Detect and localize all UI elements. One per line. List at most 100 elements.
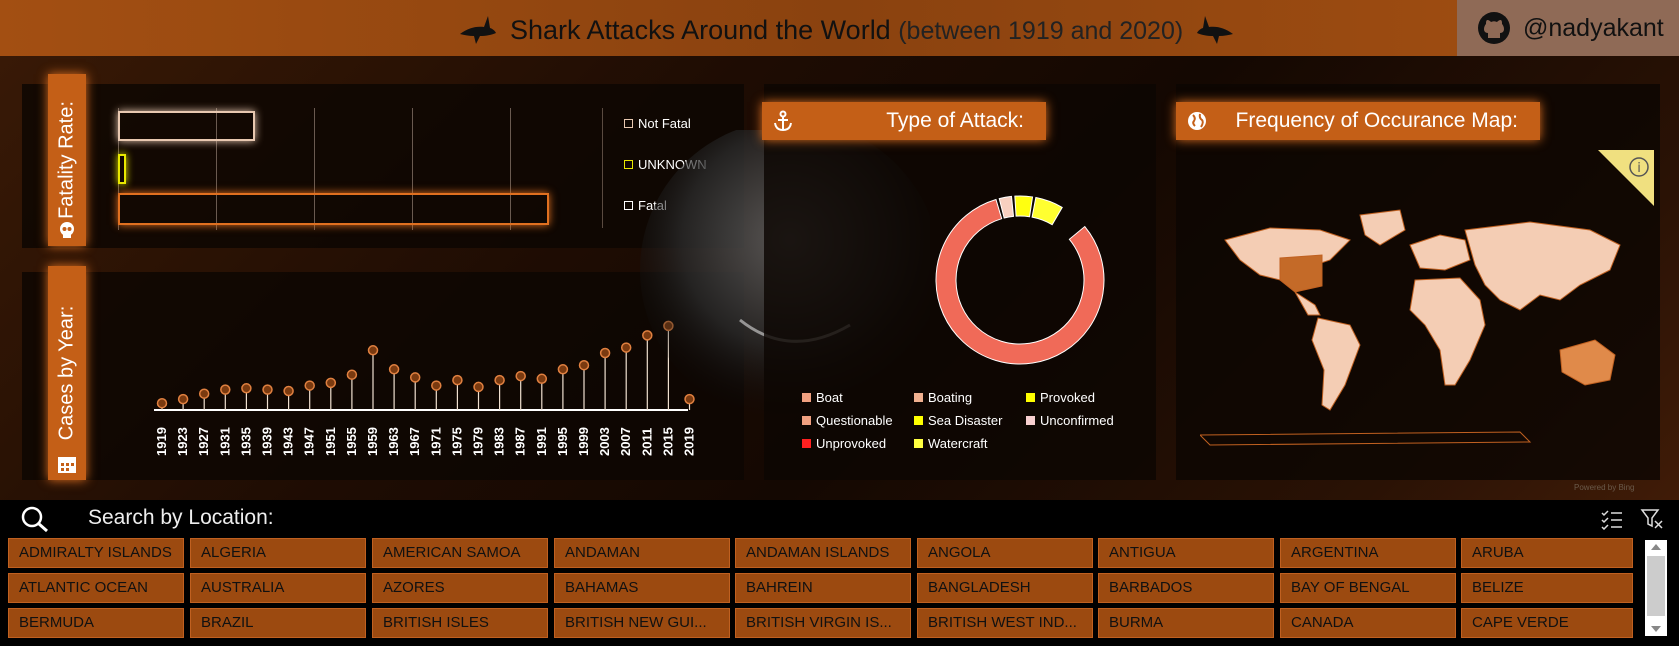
cases-point[interactable] [515, 370, 526, 382]
map-asia [1464, 221, 1621, 311]
location-tile[interactable]: BRAZIL [190, 608, 366, 638]
attack-legend-item[interactable]: Boating [914, 390, 972, 405]
location-tile[interactable]: CANADA [1280, 608, 1456, 638]
cases-tick-label: 1991 [534, 427, 549, 456]
github-link[interactable]: @nadyakant [1457, 0, 1679, 56]
cases-point[interactable] [620, 342, 632, 353]
cases-tick-label: 2015 [660, 427, 675, 456]
cases-point[interactable] [283, 385, 294, 397]
location-tile[interactable]: ANDAMAN ISLANDS [735, 538, 911, 568]
location-tile[interactable]: CAPE VERDE [1461, 608, 1633, 638]
location-tile[interactable]: BELIZE [1461, 573, 1633, 603]
location-tile[interactable]: ARUBA [1461, 538, 1633, 568]
location-tile[interactable]: ALGERIA [190, 538, 366, 568]
cases-point[interactable] [367, 345, 379, 356]
cases-point[interactable] [578, 359, 590, 371]
attack-legend-item[interactable]: Questionable [802, 413, 893, 428]
location-tile[interactable]: BRITISH VIRGIN IS... [735, 608, 911, 638]
cases-tick-label: 1943 [281, 427, 296, 456]
attack-legend-item[interactable]: Boat [802, 390, 843, 405]
attack-legend-item[interactable]: Sea Disaster [914, 413, 1002, 428]
cases-point[interactable] [262, 384, 273, 395]
cases-point[interactable] [431, 380, 442, 391]
cases-point[interactable] [452, 374, 463, 386]
attack-legend-item[interactable]: Unprovoked [802, 436, 886, 451]
location-tile[interactable]: BRITISH WEST IND... [917, 608, 1093, 638]
cases-point[interactable] [177, 393, 189, 405]
location-tile[interactable]: AUSTRALIA [190, 573, 366, 603]
location-tile[interactable]: ANTIGUA [1098, 538, 1274, 568]
location-tile[interactable]: BAHREIN [735, 573, 911, 603]
clear-filter-icon[interactable] [1640, 508, 1664, 530]
cases-point[interactable] [220, 384, 231, 395]
location-tile[interactable]: ADMIRALTY ISLANDS [8, 538, 184, 568]
scroll-down-icon[interactable] [1651, 626, 1661, 632]
legend-swatch [1026, 416, 1035, 425]
scroll-up-icon[interactable] [1651, 544, 1661, 550]
cases-point[interactable] [304, 380, 315, 391]
attack-legend-item[interactable]: Unconfirmed [1026, 413, 1114, 428]
cases-point[interactable] [536, 373, 548, 385]
header-bar: Shark Attacks Around the World (between … [0, 0, 1679, 56]
cases-point[interactable] [494, 374, 505, 386]
cases-point[interactable] [684, 393, 695, 405]
location-tile[interactable]: BAHAMAS [554, 573, 730, 603]
scroll-thumb[interactable] [1647, 556, 1665, 616]
cases-tick-label: 1931 [217, 427, 232, 456]
fatality-bar-unknown[interactable] [118, 154, 126, 184]
map-antarctica [1200, 431, 1532, 446]
location-tile[interactable]: ANDAMAN [554, 538, 730, 568]
calendar-icon [58, 457, 76, 473]
location-tile[interactable]: ARGENTINA [1280, 538, 1456, 568]
multi-select-icon[interactable] [1600, 508, 1624, 530]
location-tile[interactable]: AMERICAN SAMOA [372, 538, 548, 568]
bing-attribution: Powered by Bing [1574, 483, 1635, 492]
location-tile[interactable]: BRITISH ISLES [372, 608, 548, 638]
legend-label: Unconfirmed [1040, 413, 1114, 428]
cases-point[interactable] [473, 381, 484, 393]
globe-icon [1188, 112, 1206, 130]
donut-slice[interactable] [1031, 196, 1063, 226]
legend-swatch [802, 439, 811, 448]
cases-point[interactable] [325, 377, 337, 389]
location-tile[interactable]: ANGOLA [917, 538, 1093, 568]
location-tile[interactable]: ATLANTIC OCEAN [8, 573, 184, 603]
cases-point[interactable] [557, 364, 569, 375]
location-tile[interactable]: BURMA [1098, 608, 1274, 638]
cases-point[interactable] [241, 383, 252, 394]
attack-legend-item[interactable]: Provoked [1026, 390, 1095, 405]
cases-tick-label: 1955 [344, 427, 359, 456]
page-title: Shark Attacks Around the World (between … [510, 15, 1183, 46]
cases-point[interactable] [599, 347, 611, 359]
cases-point[interactable] [409, 372, 421, 383]
location-tile[interactable]: AZORES [372, 573, 548, 603]
fatality-gridline [510, 108, 511, 230]
slicer-scrollbar[interactable] [1645, 540, 1667, 636]
cases-point[interactable] [388, 364, 400, 375]
fatality-bar-fatal[interactable] [118, 193, 550, 225]
legend-swatch [802, 393, 811, 402]
location-tile[interactable]: BAY OF BENGAL [1280, 573, 1456, 603]
cases-tick-label: 1939 [260, 427, 275, 456]
cases-point[interactable] [156, 397, 168, 409]
legend-swatch [624, 119, 633, 128]
fatality-bar-not-fatal[interactable] [118, 111, 256, 141]
donut-slice[interactable] [998, 195, 1015, 219]
cases-point[interactable] [642, 330, 653, 341]
location-tile[interactable]: BERMUDA [8, 608, 184, 638]
map-south-america [1311, 317, 1361, 411]
attack-legend-item[interactable]: Watercraft [914, 436, 987, 451]
skull-icon [60, 222, 74, 238]
fatality-legend-item[interactable]: Not Fatal [624, 116, 691, 131]
donut-slice[interactable] [1014, 195, 1034, 218]
location-tile[interactable]: BARBADOS [1098, 573, 1274, 603]
search-icon[interactable] [20, 505, 50, 533]
location-tile[interactable]: BRITISH NEW GUI... [554, 608, 730, 638]
cases-point[interactable] [198, 388, 210, 399]
location-tile[interactable]: BANGLADESH [917, 573, 1093, 603]
cases-point[interactable] [346, 369, 358, 380]
cases-tick-label: 1995 [555, 427, 570, 456]
world-map [1200, 209, 1621, 446]
search-bar: Search by Location: [0, 500, 1679, 536]
donut-slice[interactable] [935, 198, 1105, 365]
